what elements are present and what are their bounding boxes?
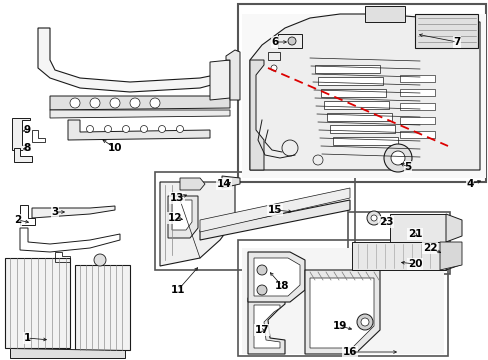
Text: 1: 1 (23, 333, 31, 343)
Polygon shape (209, 60, 229, 100)
Text: 9: 9 (23, 125, 30, 135)
Polygon shape (399, 103, 434, 110)
Polygon shape (168, 196, 198, 238)
Text: 14: 14 (216, 179, 231, 189)
Ellipse shape (122, 126, 129, 132)
Polygon shape (253, 305, 280, 348)
Ellipse shape (158, 126, 165, 132)
Polygon shape (160, 182, 235, 266)
Polygon shape (329, 125, 394, 133)
Text: 19: 19 (332, 321, 346, 331)
Ellipse shape (257, 285, 266, 295)
Polygon shape (249, 14, 479, 170)
Ellipse shape (390, 151, 404, 165)
Bar (347, 212, 449, 274)
Polygon shape (320, 89, 385, 97)
Polygon shape (314, 65, 379, 73)
Polygon shape (180, 178, 204, 190)
Polygon shape (309, 278, 373, 348)
Polygon shape (364, 6, 404, 22)
Polygon shape (50, 96, 229, 110)
Polygon shape (247, 298, 285, 354)
Ellipse shape (360, 318, 368, 326)
Text: 20: 20 (407, 259, 421, 269)
Bar (238, 4, 485, 182)
Ellipse shape (140, 126, 147, 132)
Ellipse shape (110, 98, 120, 108)
Ellipse shape (150, 98, 160, 108)
Text: 15: 15 (267, 205, 282, 215)
Polygon shape (439, 242, 461, 270)
Polygon shape (50, 110, 229, 118)
Bar (238, 240, 447, 356)
Polygon shape (32, 206, 115, 218)
Polygon shape (200, 200, 349, 240)
Polygon shape (242, 248, 443, 354)
Ellipse shape (383, 144, 411, 172)
Ellipse shape (287, 37, 295, 45)
Text: 12: 12 (167, 213, 182, 223)
Polygon shape (414, 14, 477, 48)
Text: 3: 3 (51, 207, 59, 217)
Polygon shape (445, 214, 461, 242)
Bar (155, 172, 354, 270)
Polygon shape (225, 50, 240, 100)
Polygon shape (249, 60, 264, 170)
Polygon shape (172, 200, 192, 230)
Text: 2: 2 (14, 215, 21, 225)
Ellipse shape (94, 254, 106, 266)
Text: 6: 6 (271, 37, 278, 47)
Polygon shape (12, 118, 30, 150)
Polygon shape (14, 148, 32, 162)
Polygon shape (399, 75, 434, 82)
Polygon shape (200, 188, 349, 232)
Polygon shape (242, 14, 485, 178)
Text: 21: 21 (407, 229, 421, 239)
Polygon shape (222, 176, 240, 188)
Text: 4: 4 (466, 179, 473, 189)
Ellipse shape (130, 98, 140, 108)
Text: 5: 5 (404, 162, 411, 172)
Polygon shape (75, 265, 130, 350)
Ellipse shape (104, 126, 111, 132)
Text: 11: 11 (170, 285, 185, 295)
Text: 7: 7 (452, 37, 460, 47)
Polygon shape (332, 137, 397, 145)
Polygon shape (399, 117, 434, 124)
Polygon shape (324, 101, 388, 109)
Polygon shape (10, 348, 125, 358)
Text: 10: 10 (107, 143, 122, 153)
Polygon shape (351, 242, 445, 270)
Text: 17: 17 (254, 325, 269, 335)
Ellipse shape (86, 126, 93, 132)
Polygon shape (253, 258, 299, 296)
Text: 22: 22 (422, 243, 436, 253)
Ellipse shape (356, 314, 372, 330)
Ellipse shape (176, 126, 183, 132)
Polygon shape (389, 214, 445, 242)
Text: 8: 8 (23, 143, 31, 153)
Polygon shape (68, 120, 209, 140)
Polygon shape (399, 131, 434, 138)
Polygon shape (317, 77, 382, 85)
Polygon shape (247, 252, 305, 302)
Ellipse shape (366, 211, 380, 225)
Polygon shape (445, 242, 459, 270)
Polygon shape (38, 28, 229, 92)
Polygon shape (305, 270, 379, 354)
Text: 23: 23 (378, 217, 392, 227)
Ellipse shape (257, 265, 266, 275)
Polygon shape (5, 258, 70, 348)
Polygon shape (399, 89, 434, 96)
Ellipse shape (370, 215, 376, 221)
Polygon shape (326, 113, 391, 121)
Ellipse shape (70, 98, 80, 108)
Text: 13: 13 (169, 193, 184, 203)
Ellipse shape (270, 65, 276, 71)
Ellipse shape (90, 98, 100, 108)
Text: 16: 16 (342, 347, 357, 357)
Text: 18: 18 (274, 281, 289, 291)
